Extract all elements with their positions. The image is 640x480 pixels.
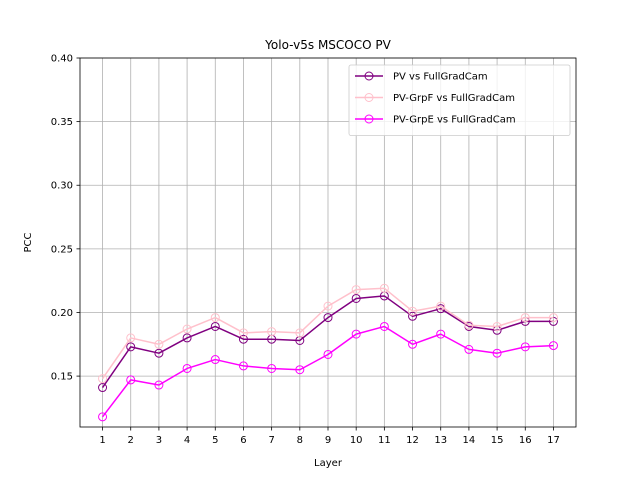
data-point — [98, 374, 108, 384]
x-tick-label: 4 — [184, 435, 190, 446]
data-point — [126, 375, 136, 385]
x-tick-label: 6 — [240, 435, 246, 446]
data-point — [154, 339, 164, 349]
data-point — [295, 328, 305, 338]
data-point — [98, 412, 108, 422]
x-tick-label: 13 — [434, 435, 447, 446]
x-tick-label: 1 — [99, 435, 105, 446]
data-point — [323, 313, 333, 323]
x-tick-label: 3 — [156, 435, 162, 446]
y-tick-label: 0.35 — [51, 117, 73, 128]
data-point — [238, 334, 248, 344]
legend-label: PV vs FullGradCam — [393, 72, 488, 83]
data-point — [210, 321, 220, 331]
data-point — [154, 380, 164, 390]
data-point — [238, 361, 248, 371]
x-tick-label: 14 — [463, 435, 476, 446]
data-point — [295, 365, 305, 375]
chart-title: Yolo-v5s MSCOCO PV — [264, 38, 391, 52]
legend-label: PV-GrpE vs FullGradCam — [393, 115, 516, 126]
legend-item: PV vs FullGradCam — [355, 71, 488, 83]
data-point — [351, 293, 361, 303]
data-point — [182, 324, 192, 334]
x-tick-label: 5 — [212, 435, 218, 446]
x-tick-label: 17 — [547, 435, 560, 446]
y-tick-label: 0.30 — [51, 181, 73, 192]
y-tick-label: 0.15 — [51, 372, 73, 383]
data-point — [492, 348, 502, 358]
x-tick-label: 10 — [350, 435, 363, 446]
series-line — [101, 325, 554, 418]
series-line — [101, 295, 554, 388]
data-point — [436, 329, 446, 339]
grid — [80, 57, 576, 427]
data-point — [154, 348, 164, 358]
x-tick-label: 7 — [268, 435, 274, 446]
data-point — [520, 313, 530, 323]
data-point — [408, 339, 418, 349]
data-point — [351, 285, 361, 295]
data-point — [464, 320, 474, 330]
legend-label: PV-GrpF vs FullGradCam — [393, 93, 515, 104]
data-point — [520, 342, 530, 352]
legend-item: PV-GrpF vs FullGradCam — [355, 93, 515, 104]
x-tick-label: 2 — [128, 435, 134, 446]
legend-item: PV-GrpE vs FullGradCam — [355, 114, 516, 126]
legend-box — [348, 64, 571, 136]
x-tick-label: 16 — [519, 435, 532, 446]
data-point — [351, 329, 361, 339]
data-point — [464, 344, 474, 354]
y-tick-label: 0.40 — [51, 54, 73, 65]
data-point — [408, 306, 418, 316]
data-point — [267, 327, 277, 337]
legend-marker — [364, 71, 374, 81]
x-tick-label: 12 — [406, 435, 419, 446]
data-point — [408, 311, 418, 321]
data-point — [379, 321, 389, 331]
x-tick-label: 8 — [297, 435, 303, 446]
y-tick-label: 0.20 — [51, 308, 73, 319]
data-point — [492, 321, 502, 331]
series-layer — [98, 283, 558, 422]
series-3 — [98, 321, 558, 422]
axis-ticks: 1 2 3 4 5 6 7 8 9 10 11 12 13 14 15 16 170.150.200.250.3… — [51, 54, 560, 447]
data-point — [436, 301, 446, 311]
data-point — [323, 349, 333, 359]
x-tick-label: 11 — [378, 435, 391, 446]
legend-marker — [364, 93, 374, 102]
data-point — [98, 383, 108, 393]
data-point — [267, 363, 277, 373]
data-point — [379, 283, 389, 293]
data-point — [548, 313, 558, 323]
y-tick-label: 0.25 — [51, 244, 73, 255]
x-tick-label: 9 — [325, 435, 331, 446]
x-tick-label: 15 — [491, 435, 504, 446]
data-point — [182, 363, 192, 373]
legend-marker — [364, 114, 374, 124]
x-axis-label: Layer — [314, 458, 343, 469]
legend: PV vs FullGradCam PV-GrpF vs FullGradCam P… — [348, 64, 571, 136]
data-point — [548, 341, 558, 351]
data-point — [126, 333, 136, 343]
data-point — [210, 313, 220, 323]
data-point — [238, 328, 248, 338]
series-2 — [98, 283, 558, 384]
data-point — [126, 342, 136, 352]
series-line — [101, 287, 554, 380]
data-point — [323, 301, 333, 311]
y-axis-label: PCC — [23, 232, 34, 252]
data-point — [182, 333, 192, 343]
data-point — [210, 355, 220, 365]
